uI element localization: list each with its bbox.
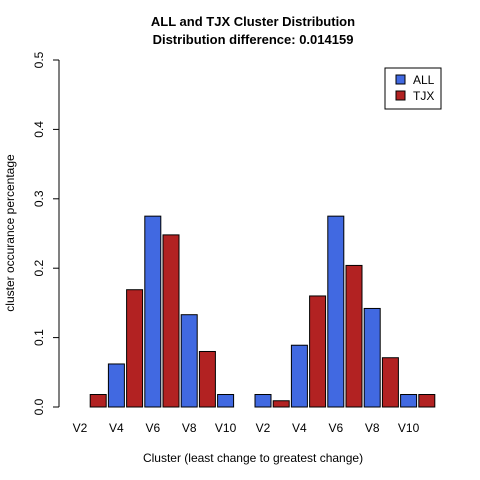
legend-swatch-all: [395, 74, 406, 85]
bar-tjx: [198, 350, 216, 408]
x-tick-label: V2: [256, 421, 271, 435]
bar-all: [290, 344, 308, 408]
x-tick-label: V6: [145, 421, 160, 435]
x-tick-labels: V2 V4 V6 V8 V10 V2 V4 V6 V8 V10: [73, 421, 420, 435]
y-tick-label: 0.2: [32, 260, 46, 277]
x-tick-label: V10: [215, 421, 237, 435]
x-tick-label: V6: [328, 421, 343, 435]
legend-box: [384, 67, 442, 110]
bar-all: [400, 394, 418, 408]
legend-swatch-tjx: [395, 90, 406, 101]
bar-all: [363, 307, 381, 408]
x-tick-label: V4: [109, 421, 124, 435]
bar-all: [217, 394, 235, 408]
x-tick-label: V8: [365, 421, 380, 435]
y-axis-label: cluster occurance percentage: [3, 154, 17, 312]
bar-tjx: [418, 394, 436, 408]
legend: ALL TJX: [384, 67, 442, 110]
bar-tjx: [309, 295, 327, 408]
y-tick-label: 0.3: [32, 190, 46, 207]
y-tick-label: 0.4: [32, 121, 46, 138]
bar-tjx: [162, 234, 180, 408]
bar-all: [144, 215, 162, 408]
x-tick-label: V2: [73, 421, 88, 435]
bar-tjx: [272, 400, 290, 408]
legend-label-tjx: TJX: [413, 89, 434, 103]
bar-all: [107, 363, 125, 408]
x-axis-label: Cluster (least change to greatest change…: [143, 451, 363, 465]
bar-all: [254, 394, 272, 408]
x-tick-label: V4: [292, 421, 307, 435]
legend-label-all: ALL: [413, 73, 435, 87]
y-axis: 0.0 0.1 0.2 0.3 0.4 0.5: [32, 51, 60, 415]
bars-group: [89, 215, 436, 408]
y-tick-label: 0.1: [32, 329, 46, 346]
x-tick-label: V10: [398, 421, 420, 435]
bar-all: [180, 314, 198, 408]
bar-tjx: [126, 289, 144, 408]
y-tick-label: 0.0: [32, 398, 46, 415]
chart-title: ALL and TJX Cluster Distribution: [151, 14, 355, 29]
bar-all: [327, 215, 345, 408]
bar-tjx: [381, 357, 399, 408]
bar-tjx: [89, 394, 107, 408]
chart-subtitle: Distribution difference: 0.014159: [153, 32, 354, 47]
bar-tjx: [345, 264, 363, 408]
y-tick-label: 0.5: [32, 51, 46, 68]
x-tick-label: V8: [182, 421, 197, 435]
